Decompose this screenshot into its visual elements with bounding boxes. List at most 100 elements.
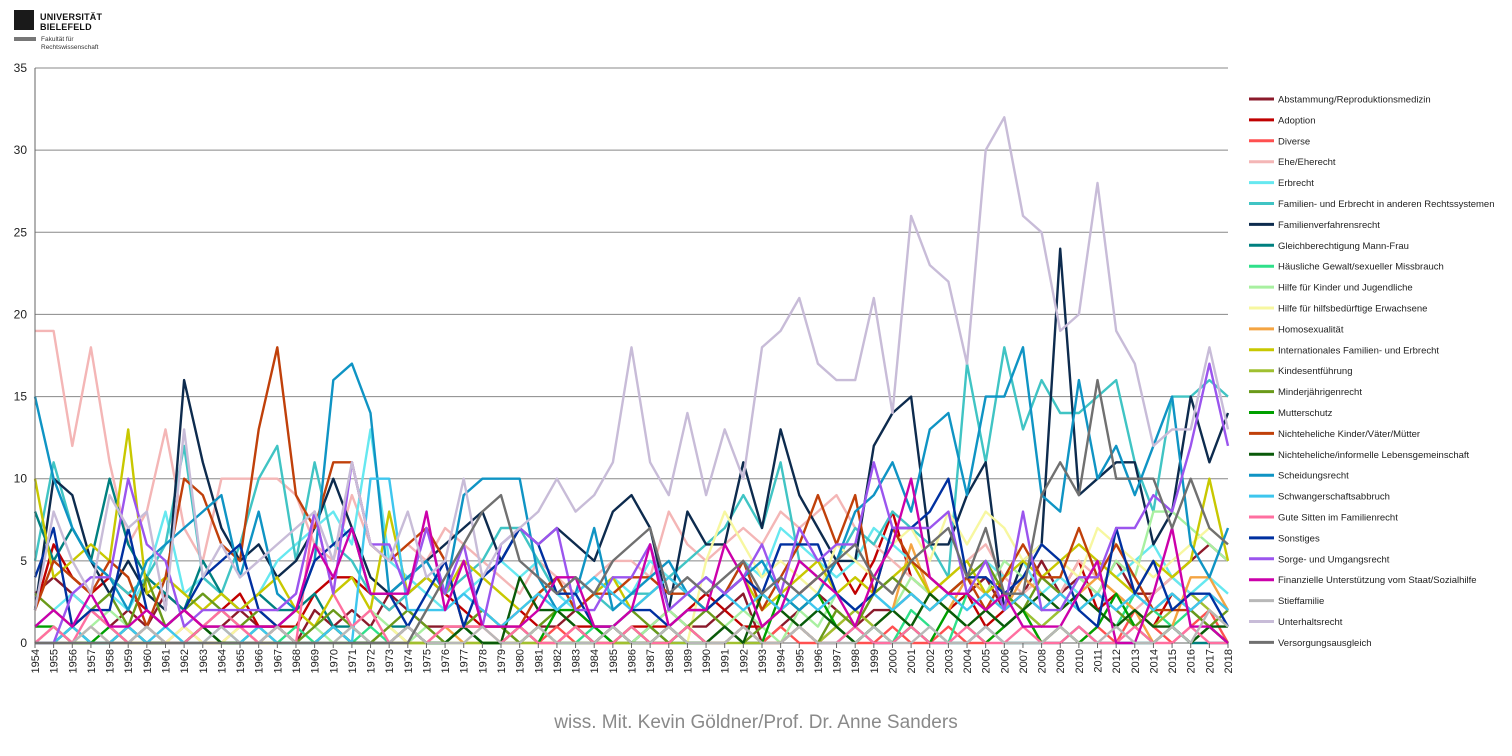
x-tick-label: 1998 bbox=[850, 649, 862, 673]
series-line bbox=[35, 362, 1230, 645]
x-tick-label: 1976 bbox=[440, 649, 452, 673]
y-tick-label: 20 bbox=[14, 307, 28, 321]
x-tick-label: 1985 bbox=[608, 649, 620, 673]
x-tick-label: 2001 bbox=[906, 649, 918, 673]
legend-label: Familienverfahrensrecht bbox=[1278, 220, 1380, 231]
legend-label: Schwangerschaftsabbruch bbox=[1278, 492, 1390, 503]
logo-university-name: UNIVERSITÄT BIELEFELD bbox=[40, 12, 103, 32]
x-tick-label: 2002 bbox=[925, 649, 937, 673]
x-tick-label: 2012 bbox=[1111, 649, 1123, 673]
legend-label: Hilfe für Kinder und Jugendliche bbox=[1278, 283, 1413, 294]
legend-label: Adoption bbox=[1278, 115, 1316, 126]
x-tick-label: 1956 bbox=[67, 649, 79, 673]
x-tick-label: 1983 bbox=[571, 649, 583, 673]
x-tick-label: 1954 bbox=[30, 649, 42, 673]
legend-label: Internationales Familien- und Erbrecht bbox=[1278, 345, 1439, 356]
x-tick-label: 1965 bbox=[235, 649, 247, 673]
legend-label: Scheidungsrecht bbox=[1278, 471, 1349, 482]
legend-label: Gute Sitten im Familienrecht bbox=[1278, 513, 1398, 524]
x-tick-label: 1966 bbox=[254, 649, 266, 673]
legend-label: Gleichberechtigung Mann-Frau bbox=[1278, 241, 1409, 252]
x-tick-label: 1962 bbox=[179, 649, 191, 673]
x-tick-label: 1984 bbox=[589, 649, 601, 673]
x-tick-label: 1971 bbox=[347, 649, 359, 673]
legend-label: Nichteheliche Kinder/Väter/Mütter bbox=[1278, 429, 1420, 440]
x-tick-label: 2010 bbox=[1074, 649, 1086, 673]
legend-label: Unterhaltsrecht bbox=[1278, 617, 1343, 628]
y-tick-label: 10 bbox=[14, 472, 28, 486]
x-tick-label: 1982 bbox=[552, 649, 564, 673]
x-tick-label: 1992 bbox=[738, 649, 750, 673]
x-tick-label: 1975 bbox=[421, 649, 433, 673]
x-tick-label: 1972 bbox=[366, 649, 378, 673]
x-tick-label: 1963 bbox=[198, 649, 210, 673]
x-tick-label: 1994 bbox=[776, 649, 788, 673]
x-tick-label: 1955 bbox=[49, 649, 61, 673]
x-tick-label: 2009 bbox=[1055, 649, 1067, 673]
legend-label: Minderjährigenrecht bbox=[1278, 387, 1362, 398]
x-tick-label: 2006 bbox=[999, 649, 1011, 673]
y-tick-label: 15 bbox=[14, 390, 28, 404]
x-tick-label: 1970 bbox=[328, 649, 340, 673]
x-tick-label: 1990 bbox=[701, 649, 713, 673]
x-tick-label: 1995 bbox=[794, 649, 806, 673]
x-tick-label: 2018 bbox=[1223, 649, 1235, 673]
legend-label: Sonstiges bbox=[1278, 533, 1320, 544]
x-tick-label: 2014 bbox=[1148, 649, 1160, 673]
series-line bbox=[34, 477, 1229, 645]
x-tick-label: 2016 bbox=[1186, 649, 1198, 673]
x-tick-label: 1993 bbox=[757, 649, 769, 673]
x-tick-label: 1996 bbox=[813, 649, 825, 673]
legend-label: Homosexualität bbox=[1278, 324, 1344, 335]
line-chart: 0 5 10 15 20 25 30 35 1954 1955 1956 1957 1958 1959 19… bbox=[14, 61, 1495, 673]
x-tick-label: 1960 bbox=[142, 649, 154, 673]
x-tick-label: 1989 bbox=[682, 649, 694, 673]
logo-faculty-name: Fakultät für Rechtswissenschaft bbox=[41, 36, 99, 51]
x-tick-label: 2000 bbox=[887, 649, 899, 673]
x-tick-label: 1969 bbox=[310, 649, 322, 673]
logo-bar-icon bbox=[14, 37, 36, 41]
x-tick-label: 2007 bbox=[1018, 649, 1030, 673]
x-tick-label: 1988 bbox=[664, 649, 676, 673]
legend-label: Hilfe für hilfsbedürftige Erwachsene bbox=[1278, 304, 1427, 315]
x-tick-label: 1977 bbox=[459, 649, 471, 673]
x-tick-label: 1979 bbox=[496, 649, 508, 673]
legend-label: Abstammung/Reproduktionsmedizin bbox=[1278, 95, 1431, 106]
series-line bbox=[34, 510, 1228, 645]
legend-label: Sorge- und Umgangsrecht bbox=[1278, 554, 1390, 565]
x-tick-label: 1991 bbox=[720, 649, 732, 673]
legend-label: Kindesentführung bbox=[1278, 366, 1352, 377]
y-tick-label: 5 bbox=[20, 554, 27, 568]
x-tick-label: 2017 bbox=[1204, 649, 1216, 673]
x-tick-label: 1986 bbox=[627, 649, 639, 673]
legend-label: Versorgungsausgleich bbox=[1278, 638, 1371, 649]
legend-label: Stieffamilie bbox=[1278, 596, 1324, 607]
series-lines bbox=[33, 116, 1230, 645]
x-tick-label: 1957 bbox=[86, 649, 98, 673]
university-logo: UNIVERSITÄT BIELEFELD Fakultät für Recht… bbox=[14, 10, 124, 54]
x-tick-label: 1961 bbox=[160, 649, 172, 673]
y-tick-label: 0 bbox=[20, 636, 27, 650]
x-tick-label: 1997 bbox=[832, 649, 844, 673]
x-tick-label: 2004 bbox=[962, 649, 974, 673]
x-tick-label: 2011 bbox=[1093, 649, 1105, 673]
x-tick-label: 2008 bbox=[1037, 649, 1049, 673]
x-tick-label: 1980 bbox=[515, 649, 527, 673]
series-line bbox=[35, 329, 1229, 628]
x-tick-label: 1978 bbox=[477, 649, 489, 673]
series-line bbox=[33, 116, 1230, 612]
x-tick-label: 1974 bbox=[403, 649, 415, 673]
legend-label: Ehe/Eherecht bbox=[1278, 157, 1336, 168]
x-tick-label: 2003 bbox=[943, 649, 955, 673]
legend: Abstammung/Reproduktionsmedizin Adoption D… bbox=[1249, 95, 1495, 649]
x-tick-label: 1967 bbox=[272, 649, 284, 673]
legend-label: Mutterschutz bbox=[1278, 408, 1333, 419]
x-tick-label: 1968 bbox=[291, 649, 303, 673]
legend-label: Diverse bbox=[1278, 136, 1310, 147]
footer-credit: wiss. Mit. Kevin Göldner/Prof. Dr. Anne … bbox=[554, 712, 958, 733]
series-line bbox=[35, 378, 1229, 645]
x-tick-label: 1973 bbox=[384, 649, 396, 673]
legend-label: Häusliche Gewalt/sexueller Missbrauch bbox=[1278, 262, 1444, 273]
axes: 0 5 10 15 20 25 30 35 1954 1955 1956 1957 1958 1959 19… bbox=[14, 61, 1235, 673]
x-tick-label: 1959 bbox=[123, 649, 135, 673]
